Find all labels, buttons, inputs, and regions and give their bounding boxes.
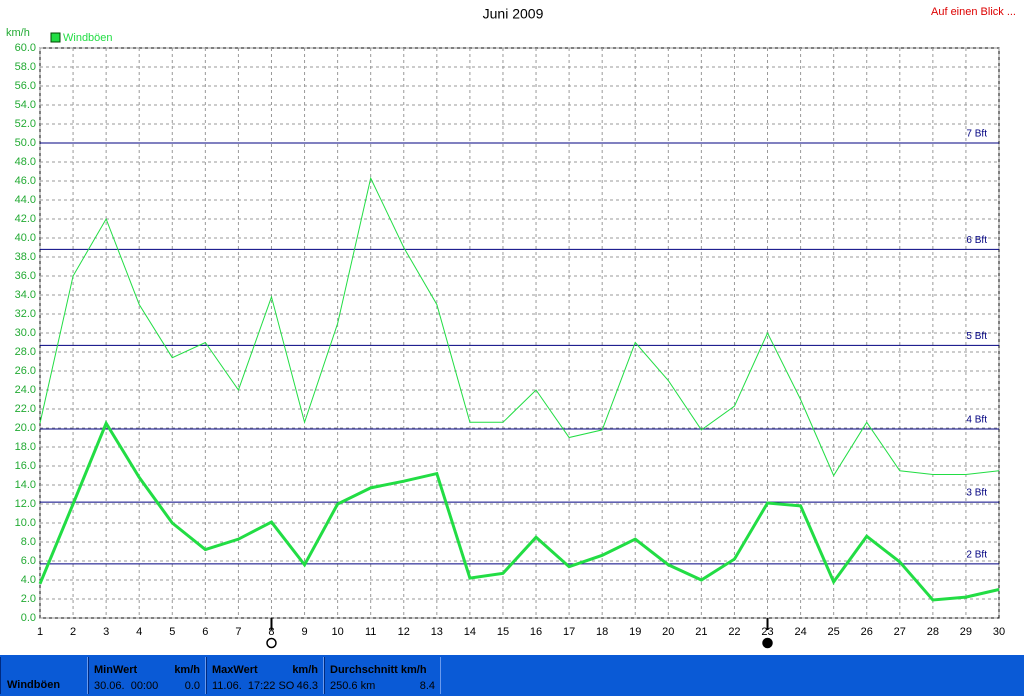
y-tick-label: 24.0 [15,384,36,396]
y-tick-label: 10.0 [15,517,36,529]
y-tick-label: 32.0 [15,308,36,320]
y-tick-label: 40.0 [15,232,36,244]
reference-label: 6 Bft [966,235,987,246]
cell-title: Durchschnitt km/h [330,664,427,676]
y-axis-label: km/h [6,27,30,39]
y-tick-label: 6.0 [21,555,36,567]
y-tick-label: 18.0 [15,441,36,453]
x-tick-label: 26 [861,626,873,638]
x-tick-label: 6 [202,626,208,638]
y-tick-label: 44.0 [15,194,36,206]
y-tick-label: 26.0 [15,365,36,377]
chart: Juni 2009 km/h Auf einen Blick ... 0.0 2.… [6,6,1016,649]
y-tick-label: 48.0 [15,156,36,168]
x-tick-label: 30 [993,626,1005,638]
reference-label: 5 Bft [966,331,987,342]
cell-when: 30.06. 00:00 [94,680,159,692]
x-tick-label: 11 [365,626,376,638]
y-tick-label: 52.0 [15,118,36,130]
x-tick-label: 9 [301,626,307,638]
x-tick-label: 29 [960,626,972,638]
y-tick-label: 2.0 [21,593,36,605]
reference-label: 7 Bft [966,129,987,140]
x-tick-label: 2 [70,626,76,638]
footer-cell: Durchschnitt km/h 250.6 km 8.4 [324,657,441,694]
x-tick-label: 1 [37,626,43,638]
y-tick-label: 0.0 [21,612,36,624]
x-tick-label: 4 [136,626,142,638]
cell-value: 46.3 [296,680,318,692]
y-tick-label: 60.0 [15,42,36,54]
cell-title: MinWert [94,664,138,676]
y-tick-label: 42.0 [15,213,36,225]
x-tick-label: 20 [662,626,674,638]
y-tick-label: 12.0 [15,498,36,510]
footer-label-cell: Windböen [0,657,88,694]
x-tick-label: 10 [331,626,343,638]
y-tick-label: 50.0 [15,137,36,149]
marker [266,637,277,649]
reference-label: 3 Bft [966,488,987,499]
link[interactable]: Auf einen Blick ... [931,6,1016,18]
legend-label: Windböen [63,32,113,44]
footer: Windböen MinWert km/h 30.06. 00:00 0.0 MaxWe… [0,655,1024,696]
x-tick-label: 8 [268,626,274,638]
x-tick-label: 7 [235,626,241,638]
x-tick-label: 25 [828,626,840,638]
x-tick-label: 22 [728,626,740,638]
x-tick-label: 23 [761,626,773,638]
x-tick-label: 12 [398,626,410,638]
y-tick-label: 8.0 [21,536,36,548]
y-tick-label: 34.0 [15,289,36,301]
x-tick-label: 21 [695,626,707,638]
y-tick-label: 4.0 [21,574,36,586]
x-tick-label: 24 [794,626,806,638]
cell-when: 11.06. 17:22 SO [212,680,295,692]
reference-label: 2 Bft [966,549,987,560]
x-tick-label: 27 [894,626,906,638]
y-tick-label: 20.0 [15,422,36,434]
chart-title: Juni 2009 [483,6,544,22]
x-tick-label: 17 [563,626,575,638]
reference-label: 4 Bft [966,415,987,426]
x-tick-label: 13 [431,626,443,638]
cell-unit: km/h [292,664,318,676]
x-tick-label: 15 [497,626,509,638]
series-line [39,176,1000,477]
y-tick-label: 56.0 [15,80,36,92]
footer-label: Windböen [7,679,61,691]
x-tick-label: 18 [596,626,608,638]
footer-cell: MaxWert km/h 11.06. 17:22 SO 46.3 [206,657,324,694]
cell-title: MaxWert [212,664,258,676]
x-tick-label: 16 [530,626,542,638]
x-tick-label: 14 [464,626,476,638]
y-tick-label: 46.0 [15,175,36,187]
y-tick-label: 36.0 [15,270,36,282]
y-tick-label: 38.0 [15,251,36,263]
legend-swatch [50,32,61,43]
y-tick-label: 30.0 [15,327,36,339]
cell-unit: km/h [174,664,200,676]
y-tick-label: 22.0 [15,403,36,415]
cell-when: 250.6 km [330,680,376,692]
x-tick-label: 19 [629,626,641,638]
y-tick-label: 58.0 [15,61,36,73]
y-tick-label: 14.0 [15,479,36,491]
footer-cell: MinWert km/h 30.06. 00:00 0.0 [88,657,206,694]
x-tick-label: 3 [103,626,109,638]
marker [762,637,773,649]
series-line [38,419,1000,602]
y-tick-label: 28.0 [15,346,36,358]
x-tick-label: 28 [927,626,939,638]
y-tick-label: 54.0 [15,99,36,111]
cell-value: 0.0 [184,680,200,692]
x-tick-label: 5 [169,626,175,638]
y-tick-label: 16.0 [15,460,36,472]
cell-value: 8.4 [419,680,435,692]
